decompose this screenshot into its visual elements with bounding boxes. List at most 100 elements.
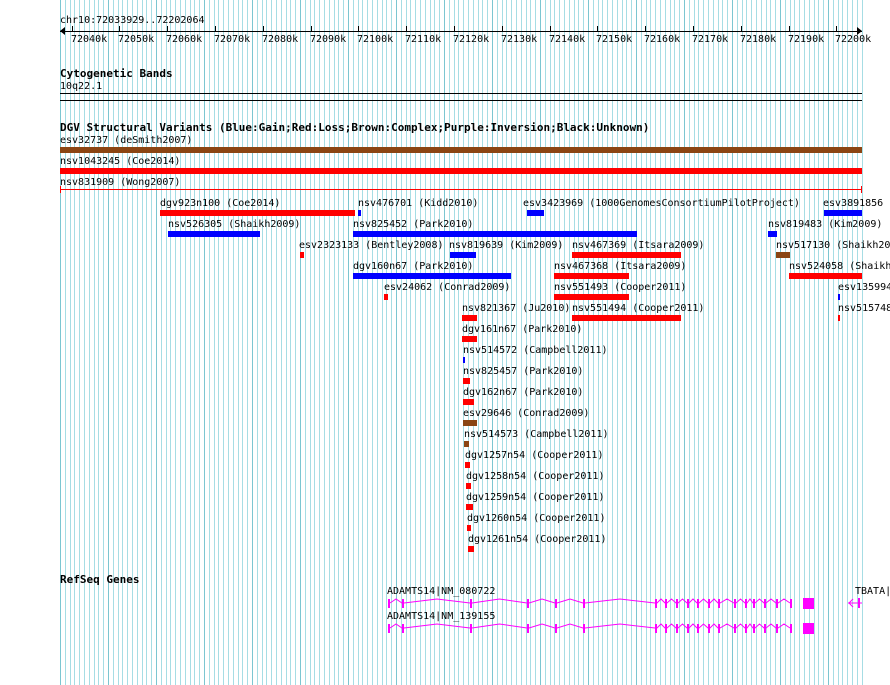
gene-exon[interactable] bbox=[790, 599, 792, 608]
gene-exon[interactable] bbox=[687, 599, 689, 608]
gene-label[interactable]: ADAMTS14|NM_139155 bbox=[387, 611, 496, 622]
gene-exon[interactable] bbox=[734, 599, 736, 608]
gene-exon[interactable] bbox=[527, 624, 529, 633]
dgv-feature-bar[interactable] bbox=[463, 399, 474, 405]
dgv-feature-bar[interactable] bbox=[838, 294, 840, 300]
dgv-feature-bar[interactable] bbox=[466, 483, 471, 489]
gene-exon[interactable] bbox=[402, 624, 404, 633]
gene-exon[interactable] bbox=[583, 599, 585, 608]
dgv-feature-label[interactable]: nsv514572 (Campbell2011) bbox=[463, 345, 608, 356]
gene-exon[interactable] bbox=[388, 624, 390, 633]
gene-exon[interactable] bbox=[764, 599, 766, 608]
dgv-feature-bar[interactable] bbox=[358, 210, 361, 216]
gene-exon[interactable] bbox=[734, 624, 736, 633]
gene-label[interactable]: TBATA| bbox=[855, 586, 890, 597]
dgv-feature-bar[interactable] bbox=[168, 231, 260, 237]
cytoband-label[interactable]: 10q22.1 bbox=[60, 81, 103, 92]
gene-exon[interactable] bbox=[753, 624, 755, 633]
dgv-feature-label[interactable]: nsv515748 bbox=[838, 303, 890, 314]
dgv-feature-bar[interactable] bbox=[554, 273, 629, 279]
gene-exon[interactable] bbox=[745, 624, 747, 633]
gene-exon[interactable] bbox=[697, 599, 699, 608]
dgv-feature-label[interactable]: nsv467369 (Itsara2009) bbox=[572, 240, 705, 251]
dgv-feature-label[interactable]: esv3423969 (1000GenomesConsortiumPilotPr… bbox=[523, 198, 800, 209]
gene-exon[interactable] bbox=[718, 599, 720, 608]
dgv-feature-label[interactable]: esv29646 (Conrad2009) bbox=[463, 408, 590, 419]
dgv-feature-label[interactable]: nsv524058 (Shaikh bbox=[789, 261, 890, 272]
gene-exon[interactable] bbox=[708, 624, 710, 633]
dgv-feature-label[interactable]: nsv1043245 (Coe2014) bbox=[60, 156, 181, 167]
dgv-feature-label[interactable]: esv3891856 bbox=[823, 198, 884, 209]
dgv-feature-label[interactable]: esv135994 bbox=[838, 282, 890, 293]
dgv-feature-label[interactable]: nsv831909 (Wong2007) bbox=[60, 177, 181, 188]
dgv-feature-bar[interactable] bbox=[463, 357, 465, 363]
dgv-feature-bar[interactable] bbox=[838, 315, 840, 321]
dgv-feature-bar[interactable] bbox=[353, 231, 637, 237]
dgv-feature-bar[interactable] bbox=[824, 210, 862, 216]
gene-exon[interactable] bbox=[790, 624, 792, 633]
gene-exon[interactable] bbox=[583, 624, 585, 633]
gene-exon[interactable] bbox=[665, 599, 667, 608]
dgv-feature-label[interactable]: dgv1261n54 (Cooper2011) bbox=[468, 534, 607, 545]
dgv-feature-label[interactable]: dgv160n67 (Park2010) bbox=[353, 261, 474, 272]
gene-exon[interactable] bbox=[676, 624, 678, 633]
gene-exon[interactable] bbox=[470, 624, 472, 633]
gene-exon[interactable] bbox=[745, 599, 747, 608]
gene-exon[interactable] bbox=[470, 599, 472, 608]
dgv-feature-label[interactable]: nsv825452 (Park2010) bbox=[353, 219, 474, 230]
dgv-feature-bar[interactable] bbox=[467, 525, 471, 531]
dgv-feature-label[interactable]: nsv821367 (Ju2010) bbox=[462, 303, 571, 314]
gene-exon[interactable] bbox=[697, 624, 699, 633]
gene-exon[interactable] bbox=[718, 624, 720, 633]
gene-strand-arrow[interactable] bbox=[848, 598, 854, 608]
dgv-feature-label[interactable]: dgv1258n54 (Cooper2011) bbox=[466, 471, 605, 482]
dgv-feature-label[interactable]: dgv1260n54 (Cooper2011) bbox=[467, 513, 606, 524]
dgv-feature-bar[interactable] bbox=[572, 252, 681, 258]
dgv-feature-bar[interactable] bbox=[468, 546, 474, 552]
dgv-feature-bar[interactable] bbox=[465, 462, 470, 468]
dgv-feature-label[interactable]: nsv551494 (Cooper2011) bbox=[572, 303, 705, 314]
gene-exon[interactable] bbox=[858, 598, 860, 608]
dgv-feature-bar[interactable] bbox=[60, 147, 862, 153]
gene-exon[interactable] bbox=[555, 624, 557, 633]
dgv-feature-bar[interactable] bbox=[60, 189, 862, 190]
dgv-feature-bar[interactable] bbox=[527, 210, 544, 216]
gene-exon[interactable] bbox=[402, 599, 404, 608]
dgv-feature-bar[interactable] bbox=[300, 252, 304, 258]
gene-intron-line[interactable] bbox=[389, 598, 791, 604]
dgv-feature-bar[interactable] bbox=[160, 210, 355, 216]
gene-exon[interactable] bbox=[764, 624, 766, 633]
gene-exon[interactable] bbox=[708, 599, 710, 608]
dgv-feature-label[interactable]: nsv476701 (Kidd2010) bbox=[358, 198, 479, 209]
gene-exon[interactable] bbox=[776, 624, 778, 633]
dgv-feature-label[interactable]: nsv526305 (Shaikh2009) bbox=[168, 219, 301, 230]
gene-exon[interactable] bbox=[388, 599, 390, 608]
dgv-feature-bar[interactable] bbox=[466, 504, 473, 510]
dgv-feature-bar[interactable] bbox=[462, 315, 477, 321]
gene-exon[interactable] bbox=[655, 624, 657, 633]
dgv-feature-label[interactable]: dgv1259n54 (Cooper2011) bbox=[466, 492, 605, 503]
dgv-feature-bar[interactable] bbox=[463, 378, 470, 384]
dgv-feature-bar[interactable] bbox=[384, 294, 388, 300]
dgv-feature-label[interactable]: nsv825457 (Park2010) bbox=[463, 366, 584, 377]
gene-exon[interactable] bbox=[665, 624, 667, 633]
dgv-feature-bar[interactable] bbox=[353, 273, 511, 279]
dgv-feature-bar[interactable] bbox=[554, 294, 629, 300]
dgv-feature-bar[interactable] bbox=[60, 168, 862, 174]
dgv-feature-label[interactable]: nsv517130 (Shaikh20 bbox=[776, 240, 890, 251]
dgv-feature-bar[interactable] bbox=[462, 336, 477, 342]
dgv-feature-bar[interactable] bbox=[768, 231, 777, 237]
gene-exon[interactable] bbox=[687, 624, 689, 633]
dgv-feature-label[interactable]: esv2323133 (Bentley2008) bbox=[299, 240, 444, 251]
dgv-feature-label[interactable]: nsv551493 (Cooper2011) bbox=[554, 282, 687, 293]
dgv-feature-label[interactable]: dgv923n100 (Coe2014) bbox=[160, 198, 281, 209]
gene-exon[interactable] bbox=[753, 599, 755, 608]
dgv-feature-bar[interactable] bbox=[450, 252, 476, 258]
gene-exon[interactable] bbox=[555, 599, 557, 608]
dgv-feature-label[interactable]: nsv819639 (Kim2009) bbox=[449, 240, 564, 251]
dgv-feature-label[interactable]: esv24062 (Conrad2009) bbox=[384, 282, 511, 293]
gene-exon[interactable] bbox=[527, 599, 529, 608]
gene-intron-line[interactable] bbox=[389, 623, 791, 629]
dgv-feature-label[interactable]: nsv819483 (Kim2009) bbox=[768, 219, 883, 230]
dgv-feature-label[interactable]: dgv162n67 (Park2010) bbox=[463, 387, 584, 398]
